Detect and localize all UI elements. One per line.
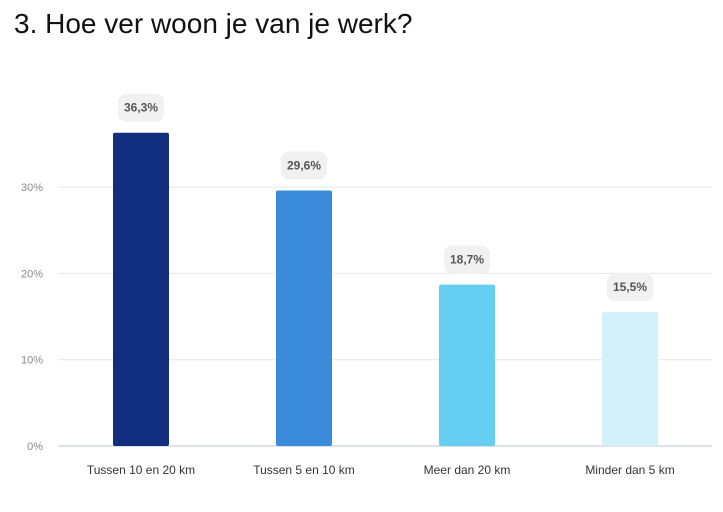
x-category-label: Minder dan 5 km xyxy=(585,463,674,477)
y-tick-label: 0% xyxy=(27,441,43,453)
bar[interactable] xyxy=(113,132,169,446)
value-label: 15,5% xyxy=(613,280,647,294)
bar[interactable] xyxy=(276,190,332,446)
y-tick-label: 20% xyxy=(21,268,43,280)
x-category-label: Meer dan 20 km xyxy=(424,463,511,477)
x-category-label: Tussen 5 en 10 km xyxy=(253,463,355,477)
y-tick-label: 30% xyxy=(21,182,43,194)
bar[interactable] xyxy=(602,312,658,446)
value-label: 36,3% xyxy=(124,101,158,115)
value-label: 18,7% xyxy=(450,253,484,267)
bar[interactable] xyxy=(439,284,495,446)
value-label-badge xyxy=(118,93,164,122)
y-tick-label: 10% xyxy=(21,355,43,367)
chart-title: 3. Hoe ver woon je van je werk? xyxy=(14,8,413,39)
value-label-badge xyxy=(444,245,490,274)
value-label-badge xyxy=(607,273,653,302)
value-label-badge xyxy=(281,151,327,180)
x-category-label: Tussen 10 en 20 km xyxy=(87,463,195,477)
value-label: 29,6% xyxy=(287,159,321,173)
